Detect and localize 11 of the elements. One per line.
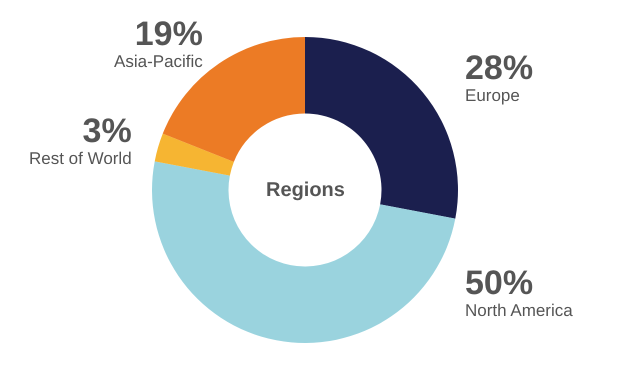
text: Regions <box>266 179 345 201</box>
donut-slice <box>154 134 234 176</box>
donut-slice <box>152 161 456 343</box>
slice-label: North America <box>465 301 574 320</box>
data-label: 50% <box>465 264 534 302</box>
data-label: 19% <box>134 15 203 53</box>
data-label: 3% <box>82 112 132 150</box>
slice-label: Europe <box>465 86 520 106</box>
slice-label: Rest of World <box>29 149 132 168</box>
slice-label: Asia-Pacific <box>114 52 204 72</box>
data-label: 28% <box>465 49 534 87</box>
